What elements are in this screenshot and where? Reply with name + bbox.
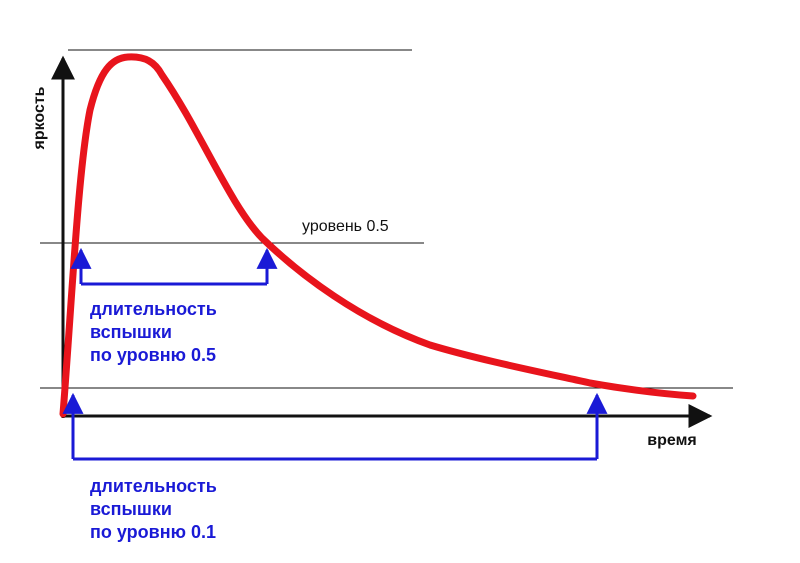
half-annotation-line-2: вспышки (90, 322, 172, 342)
tenth-duration-annotation: длительность вспышки по уровню 0.1 (90, 476, 217, 542)
half-annotation-line-1: длительность (90, 299, 217, 319)
y-axis-label: яркость (31, 86, 48, 150)
tenth-annotation-line-3: по уровню 0.1 (90, 522, 216, 542)
half-annotation-line-3: по уровню 0.5 (90, 345, 216, 365)
tenth-level-bracket (62, 392, 608, 461)
half-duration-annotation: длительность вспышки по уровню 0.5 (90, 299, 217, 365)
x-axis-label: время (647, 432, 696, 449)
tenth-annotation-line-2: вспышки (90, 499, 172, 519)
half-level-label: уровень 0.5 (302, 218, 389, 235)
tenth-annotation-line-1: длительность (90, 476, 217, 496)
brightness-curve (59, 53, 697, 418)
half-level-bracket (70, 247, 278, 286)
